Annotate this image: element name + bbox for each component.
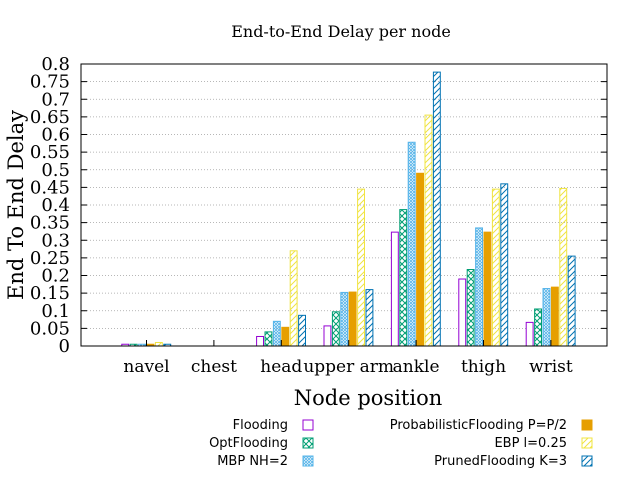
bar-upper-arm-3 (348, 291, 357, 347)
legend-swatch (302, 455, 314, 467)
bar-wrist-5 (567, 255, 576, 347)
y-tick-label: 0.35 (30, 213, 70, 234)
bar-wrist-0 (525, 321, 534, 347)
y-tick-label: 0.6 (41, 125, 70, 146)
bar-wrist-1 (534, 308, 542, 347)
x-tick-label: upper arm (303, 357, 394, 377)
y-tick-label: 0.55 (30, 142, 70, 163)
y-tick-label: 0.1 (41, 301, 70, 322)
bar-head-0 (256, 335, 265, 347)
bar-ankle-2 (407, 141, 416, 347)
bar-ankle-5 (432, 71, 441, 347)
legend-swatch (581, 437, 593, 449)
y-tick-label: 0.8 (41, 54, 70, 75)
legend-swatch (302, 437, 314, 449)
y-tick-label: 0.05 (30, 318, 70, 339)
bar-head-3 (281, 326, 290, 347)
x-tick-label: navel (123, 357, 169, 377)
y-tick-label: 0.7 (41, 89, 70, 110)
bar-upper-arm-4 (357, 188, 366, 347)
y-tick-label: 0.2 (41, 266, 70, 287)
y-tick-label: 0.75 (30, 72, 70, 93)
grid-lines (81, 81, 607, 329)
bar-head-1 (264, 331, 273, 347)
x-tick-label: wrist (529, 357, 573, 377)
chart-title: End-to-End Delay per node (231, 22, 451, 41)
bar-ankle-1 (399, 209, 408, 347)
y-axis-ticks: 00.050.10.150.20.250.30.350.40.450.50.55… (30, 54, 607, 357)
bar-ankle-0 (390, 231, 399, 347)
legend-label: MBP NH=2 (217, 454, 288, 469)
x-tick-label: ankle (393, 357, 440, 377)
y-tick-label: 0.3 (41, 230, 70, 251)
bar-head-5 (298, 314, 307, 347)
legend-label: PrunedFlooding K=3 (434, 454, 567, 469)
legend-swatch (302, 419, 314, 431)
x-axis-label: Node position (294, 386, 442, 410)
bar-thigh-2 (475, 227, 484, 347)
bar-ankle-3 (416, 172, 425, 347)
legend-label: OptFlooding (209, 436, 288, 451)
legend-label: Flooding (233, 418, 288, 433)
y-tick-label: 0.45 (30, 177, 70, 198)
bar-series (121, 71, 576, 347)
bar-navel-4 (154, 341, 163, 347)
bar-upper-arm-1 (331, 311, 340, 347)
y-tick-label: 0.4 (41, 195, 70, 216)
bar-thigh-4 (491, 188, 500, 347)
y-axis-label: End To End Delay (4, 110, 28, 300)
y-tick-label: 0.65 (30, 107, 70, 128)
bar-thigh-0 (458, 278, 467, 347)
y-tick-label: 0 (59, 336, 70, 357)
bar-upper-arm-5 (365, 289, 374, 347)
y-tick-label: 0.5 (41, 160, 70, 181)
y-tick-label: 0.25 (30, 248, 70, 269)
bar-head-2 (272, 320, 281, 347)
bar-ankle-4 (424, 114, 433, 347)
y-tick-label: 0.15 (30, 283, 70, 304)
bar-upper-arm-2 (340, 291, 349, 347)
bar-thigh-1 (466, 269, 475, 347)
bar-thigh-3 (483, 231, 492, 347)
legend-label: ProbabilisticFlooding P=P/2 (390, 418, 567, 433)
x-tick-label: head (260, 357, 302, 377)
bar-thigh-5 (500, 183, 509, 347)
bar-wrist-3 (550, 286, 559, 347)
x-tick-label: thigh (461, 357, 506, 377)
legend-swatch (581, 455, 593, 467)
legend: Flooding OptFlooding MBP NH=2 Probabilistic… (209, 418, 593, 469)
bar-wrist-4 (559, 187, 568, 347)
legend-swatch (581, 419, 593, 431)
legend-label: EBP l=0.25 (494, 436, 567, 451)
bar-wrist-2 (542, 288, 551, 347)
x-tick-label: chest (191, 357, 237, 377)
bar-upper-arm-0 (323, 325, 332, 347)
bar-head-4 (289, 250, 298, 347)
